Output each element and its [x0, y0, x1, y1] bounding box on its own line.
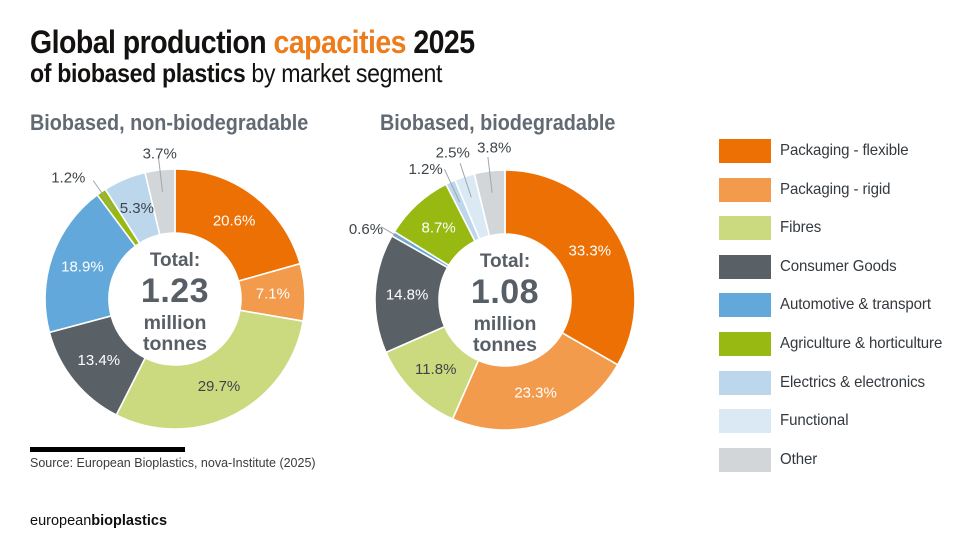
chart-title-biodegradable: Biobased, biodegradable — [380, 110, 616, 135]
legend-swatch — [719, 331, 771, 356]
legend-label: Consumer Goods — [780, 257, 897, 275]
slice-percentage-label: 8.7% — [421, 219, 455, 236]
slice-percentage-label: 20.6% — [213, 212, 256, 229]
donut-center-total-biodegradable: Total: 1.08 million tonnes — [425, 250, 585, 356]
donut-slice — [174, 168, 302, 283]
donut-slice — [144, 168, 176, 236]
main-title: Global production capacities 2025 — [30, 24, 475, 61]
total-unit: million tonnes — [473, 313, 537, 356]
label-leader-line — [444, 169, 461, 203]
slice-percentage-label: 23.3% — [514, 385, 557, 402]
legend-item-functional: Functional — [719, 409, 953, 434]
label-leader-line — [459, 163, 472, 198]
legend-item-packaging-rigid: Packaging - rigid — [719, 177, 953, 202]
legend-swatch — [719, 293, 771, 318]
slice-percentage-label: 33.3% — [569, 242, 612, 259]
label-leader-line — [380, 226, 413, 246]
legend-swatch — [719, 254, 771, 279]
europeanbioplastics-logo: europeanbioplastics — [30, 513, 167, 529]
legend-swatch — [719, 177, 771, 202]
main-subtitle-rest: by market segment — [245, 58, 443, 88]
legend: Packaging - flexible Packaging - rigid F… — [719, 139, 953, 472]
legend-label: Functional — [780, 412, 849, 430]
label-leader-line — [487, 156, 493, 193]
label-leader-line — [92, 180, 115, 211]
logo-bold: bioplastics — [91, 513, 168, 529]
main-title-pre: Global production — [30, 24, 274, 60]
total-label: Total: — [149, 250, 201, 271]
legend-swatch — [719, 370, 771, 395]
slice-percentage-label: 5.3% — [120, 200, 154, 217]
legend-label: Fibres — [780, 219, 822, 237]
slice-percentage-label: 11.8% — [415, 361, 456, 378]
donut-slice — [504, 169, 636, 366]
legend-label: Electrics & electronics — [780, 373, 925, 391]
label-leader-line — [157, 155, 163, 192]
total-value: 1.23 — [140, 272, 210, 310]
legend-item-other: Other — [719, 447, 953, 472]
slice-percentage-label: 1.2% — [408, 161, 442, 178]
legend-item-fibres: Fibres — [719, 216, 953, 241]
slice-percentage-label: 13.4% — [78, 352, 121, 369]
legend-swatch — [719, 409, 771, 434]
slice-percentage-label: 7.1% — [256, 285, 290, 302]
legend-swatch — [719, 447, 771, 472]
divider-bar — [30, 447, 185, 452]
legend-label: Other — [780, 450, 818, 468]
total-unit: million tonnes — [143, 312, 207, 355]
chart-title-non-biodegradable: Biobased, non-biodegradable — [30, 110, 309, 135]
legend-item-electrics-electronics: Electrics & electronics — [719, 370, 953, 395]
donut-slice — [451, 331, 619, 431]
slice-percentage-label: 14.8% — [386, 287, 429, 304]
legend-item-automotive-transport: Automotive & transport — [719, 293, 953, 318]
slice-percentage-label: 2.5% — [436, 144, 470, 161]
donut-center-total-non-biodegradable: Total: 1.23 million tonnes — [95, 249, 255, 355]
legend-swatch — [719, 216, 771, 241]
slice-percentage-label: 3.8% — [477, 140, 511, 157]
slice-percentage-label: 18.9% — [61, 258, 104, 275]
legend-item-consumer-goods: Consumer Goods — [719, 254, 953, 279]
slice-percentage-label: 3.7% — [143, 146, 177, 163]
logo-regular: european — [30, 513, 92, 529]
main-title-accent: capacities — [273, 24, 407, 60]
legend-item-packaging-flexible: Packaging - flexible — [719, 139, 953, 163]
legend-item-agriculture-horticulture: Agriculture & horticulture — [719, 331, 953, 356]
slice-percentage-label: 0.6% — [349, 221, 383, 238]
slice-percentage-label: 1.2% — [51, 169, 85, 186]
total-value: 1.08 — [470, 273, 540, 311]
legend-swatch — [719, 139, 771, 163]
legend-label: Agriculture & horticulture — [780, 334, 943, 352]
total-label: Total: — [479, 251, 531, 272]
main-subtitle-bold: of biobased plastics — [30, 58, 246, 88]
legend-label: Packaging - rigid — [780, 180, 891, 198]
donut-slice — [115, 309, 305, 430]
slice-percentage-label: 29.7% — [198, 378, 241, 395]
legend-label: Automotive & transport — [780, 296, 931, 314]
donut-slice — [473, 169, 506, 237]
legend-label: Packaging - flexible — [780, 142, 909, 159]
source-note: Source: European Bioplastics, nova-Insti… — [30, 456, 316, 470]
donut-slice — [44, 193, 137, 334]
main-title-post: 2025 — [405, 24, 475, 60]
main-subtitle: of biobased plastics by market segment — [30, 58, 442, 89]
